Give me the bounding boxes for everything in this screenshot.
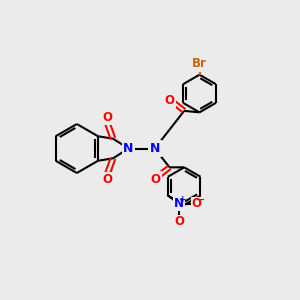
Text: N: N [174,197,184,210]
Text: O: O [192,197,202,210]
Text: O: O [102,173,112,186]
Text: O: O [102,111,112,124]
Text: Br: Br [192,57,207,70]
Text: N: N [123,142,134,155]
Text: O: O [165,94,175,107]
Text: N: N [150,142,160,155]
Text: −: − [196,195,205,205]
Text: +: + [179,195,187,204]
Text: O: O [150,172,160,185]
Text: O: O [174,215,184,228]
